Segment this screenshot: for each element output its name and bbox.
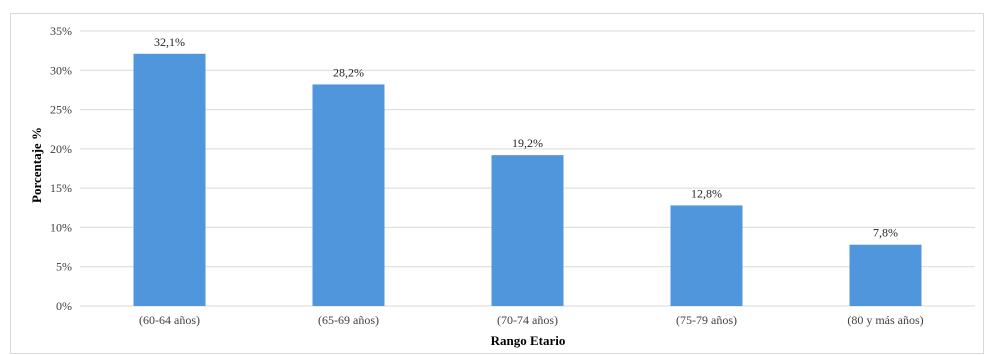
gridlines (80, 30, 975, 307)
y-tick-label: 5% (56, 260, 72, 274)
bar (133, 53, 206, 307)
bars (133, 53, 922, 307)
y-tick-label: 30% (50, 63, 72, 77)
x-tick-label: (65-69 años) (318, 313, 379, 327)
x-tick-label: (70-74 años) (497, 313, 558, 327)
y-tick-label: 10% (50, 220, 72, 234)
data-label: 28,2% (333, 65, 364, 79)
y-tick-label: 35% (50, 24, 72, 38)
bar (312, 84, 385, 306)
x-tick-label: (80 y más años) (847, 313, 923, 327)
x-tick-label: (75-79 años) (676, 313, 737, 327)
x-tick-label: (60-64 años) (139, 313, 200, 327)
x-axis-title: Rango Etario (491, 333, 566, 348)
x-axis-ticks: (60-64 años) (65-69 años) (70-74 años) (75-… (139, 313, 924, 327)
y-tick-label: 0% (56, 299, 72, 313)
bar (849, 244, 922, 306)
y-axis-title: Porcentaje % (29, 127, 44, 203)
y-tick-label: 25% (50, 103, 72, 117)
data-label: 7,8% (873, 226, 898, 240)
bar (670, 205, 743, 306)
y-axis-ticks: 0% 5% 10% 15% 20% 25% 30% 35% (50, 24, 72, 313)
bar (491, 155, 564, 306)
data-labels: 32,1% 28,2% 19,2% 12,8% 7,8% (154, 35, 898, 240)
data-label: 32,1% (154, 35, 185, 49)
y-tick-label: 15% (50, 181, 72, 195)
y-tick-label: 20% (50, 142, 72, 156)
data-label: 19,2% (512, 136, 543, 150)
data-label: 12,8% (691, 186, 722, 200)
